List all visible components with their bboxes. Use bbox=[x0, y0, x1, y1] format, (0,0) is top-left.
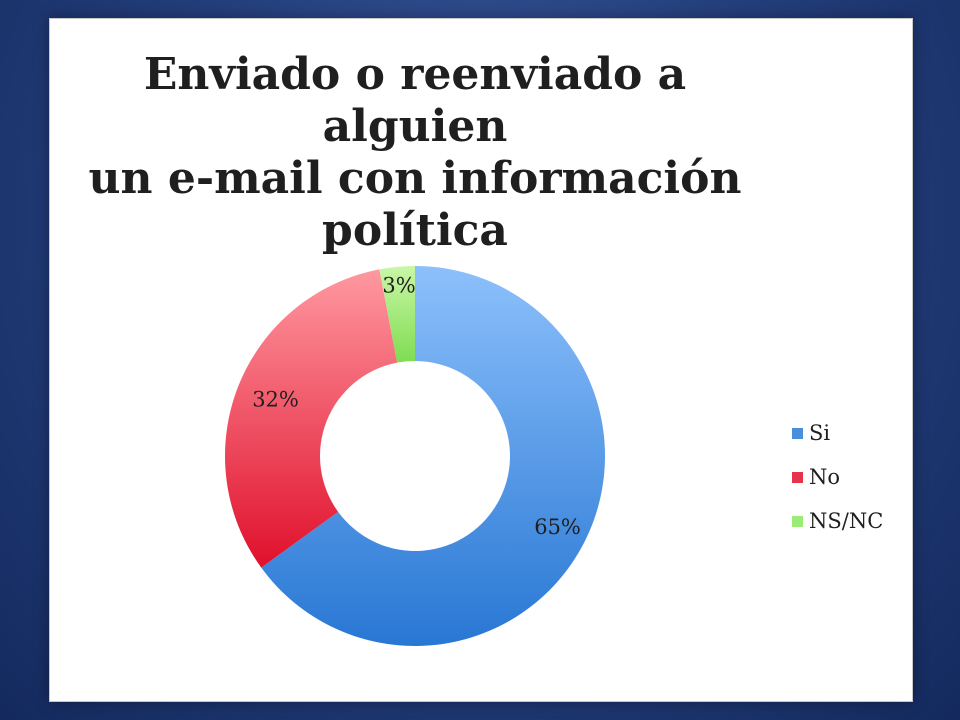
chart-title-line-1: Enviado o reenviado a alguien bbox=[143, 49, 687, 152]
legend-swatch-no bbox=[792, 471, 803, 483]
legend: Si No NS/NC bbox=[792, 411, 883, 543]
legend-swatch-nsnc bbox=[792, 515, 803, 527]
slice-no bbox=[224, 269, 398, 568]
chart-title-line-3: política bbox=[322, 205, 508, 256]
legend-item-nsnc: NS/NC bbox=[792, 499, 883, 543]
data-label-si: 65% bbox=[534, 515, 581, 539]
slice-si bbox=[261, 266, 606, 647]
chart-panel: Enviado o reenviado a alguien un e-mail … bbox=[49, 18, 913, 702]
data-label-no: 32% bbox=[252, 387, 299, 411]
data-label-nsnc: 3% bbox=[382, 273, 415, 297]
legend-label-nsnc: NS/NC bbox=[809, 509, 884, 533]
legend-item-no: No bbox=[792, 455, 883, 499]
chart-title: Enviado o reenviado a alguien un e-mail … bbox=[50, 49, 780, 257]
chart-title-line-2: un e-mail con información bbox=[88, 153, 742, 204]
legend-label-si: Si bbox=[809, 421, 831, 445]
legend-item-si: Si bbox=[792, 411, 883, 455]
legend-swatch-si bbox=[792, 427, 803, 439]
slice-nsnc bbox=[379, 266, 415, 363]
donut-chart: 65% 32% 3% bbox=[224, 266, 606, 647]
legend-label-no: No bbox=[809, 465, 841, 489]
